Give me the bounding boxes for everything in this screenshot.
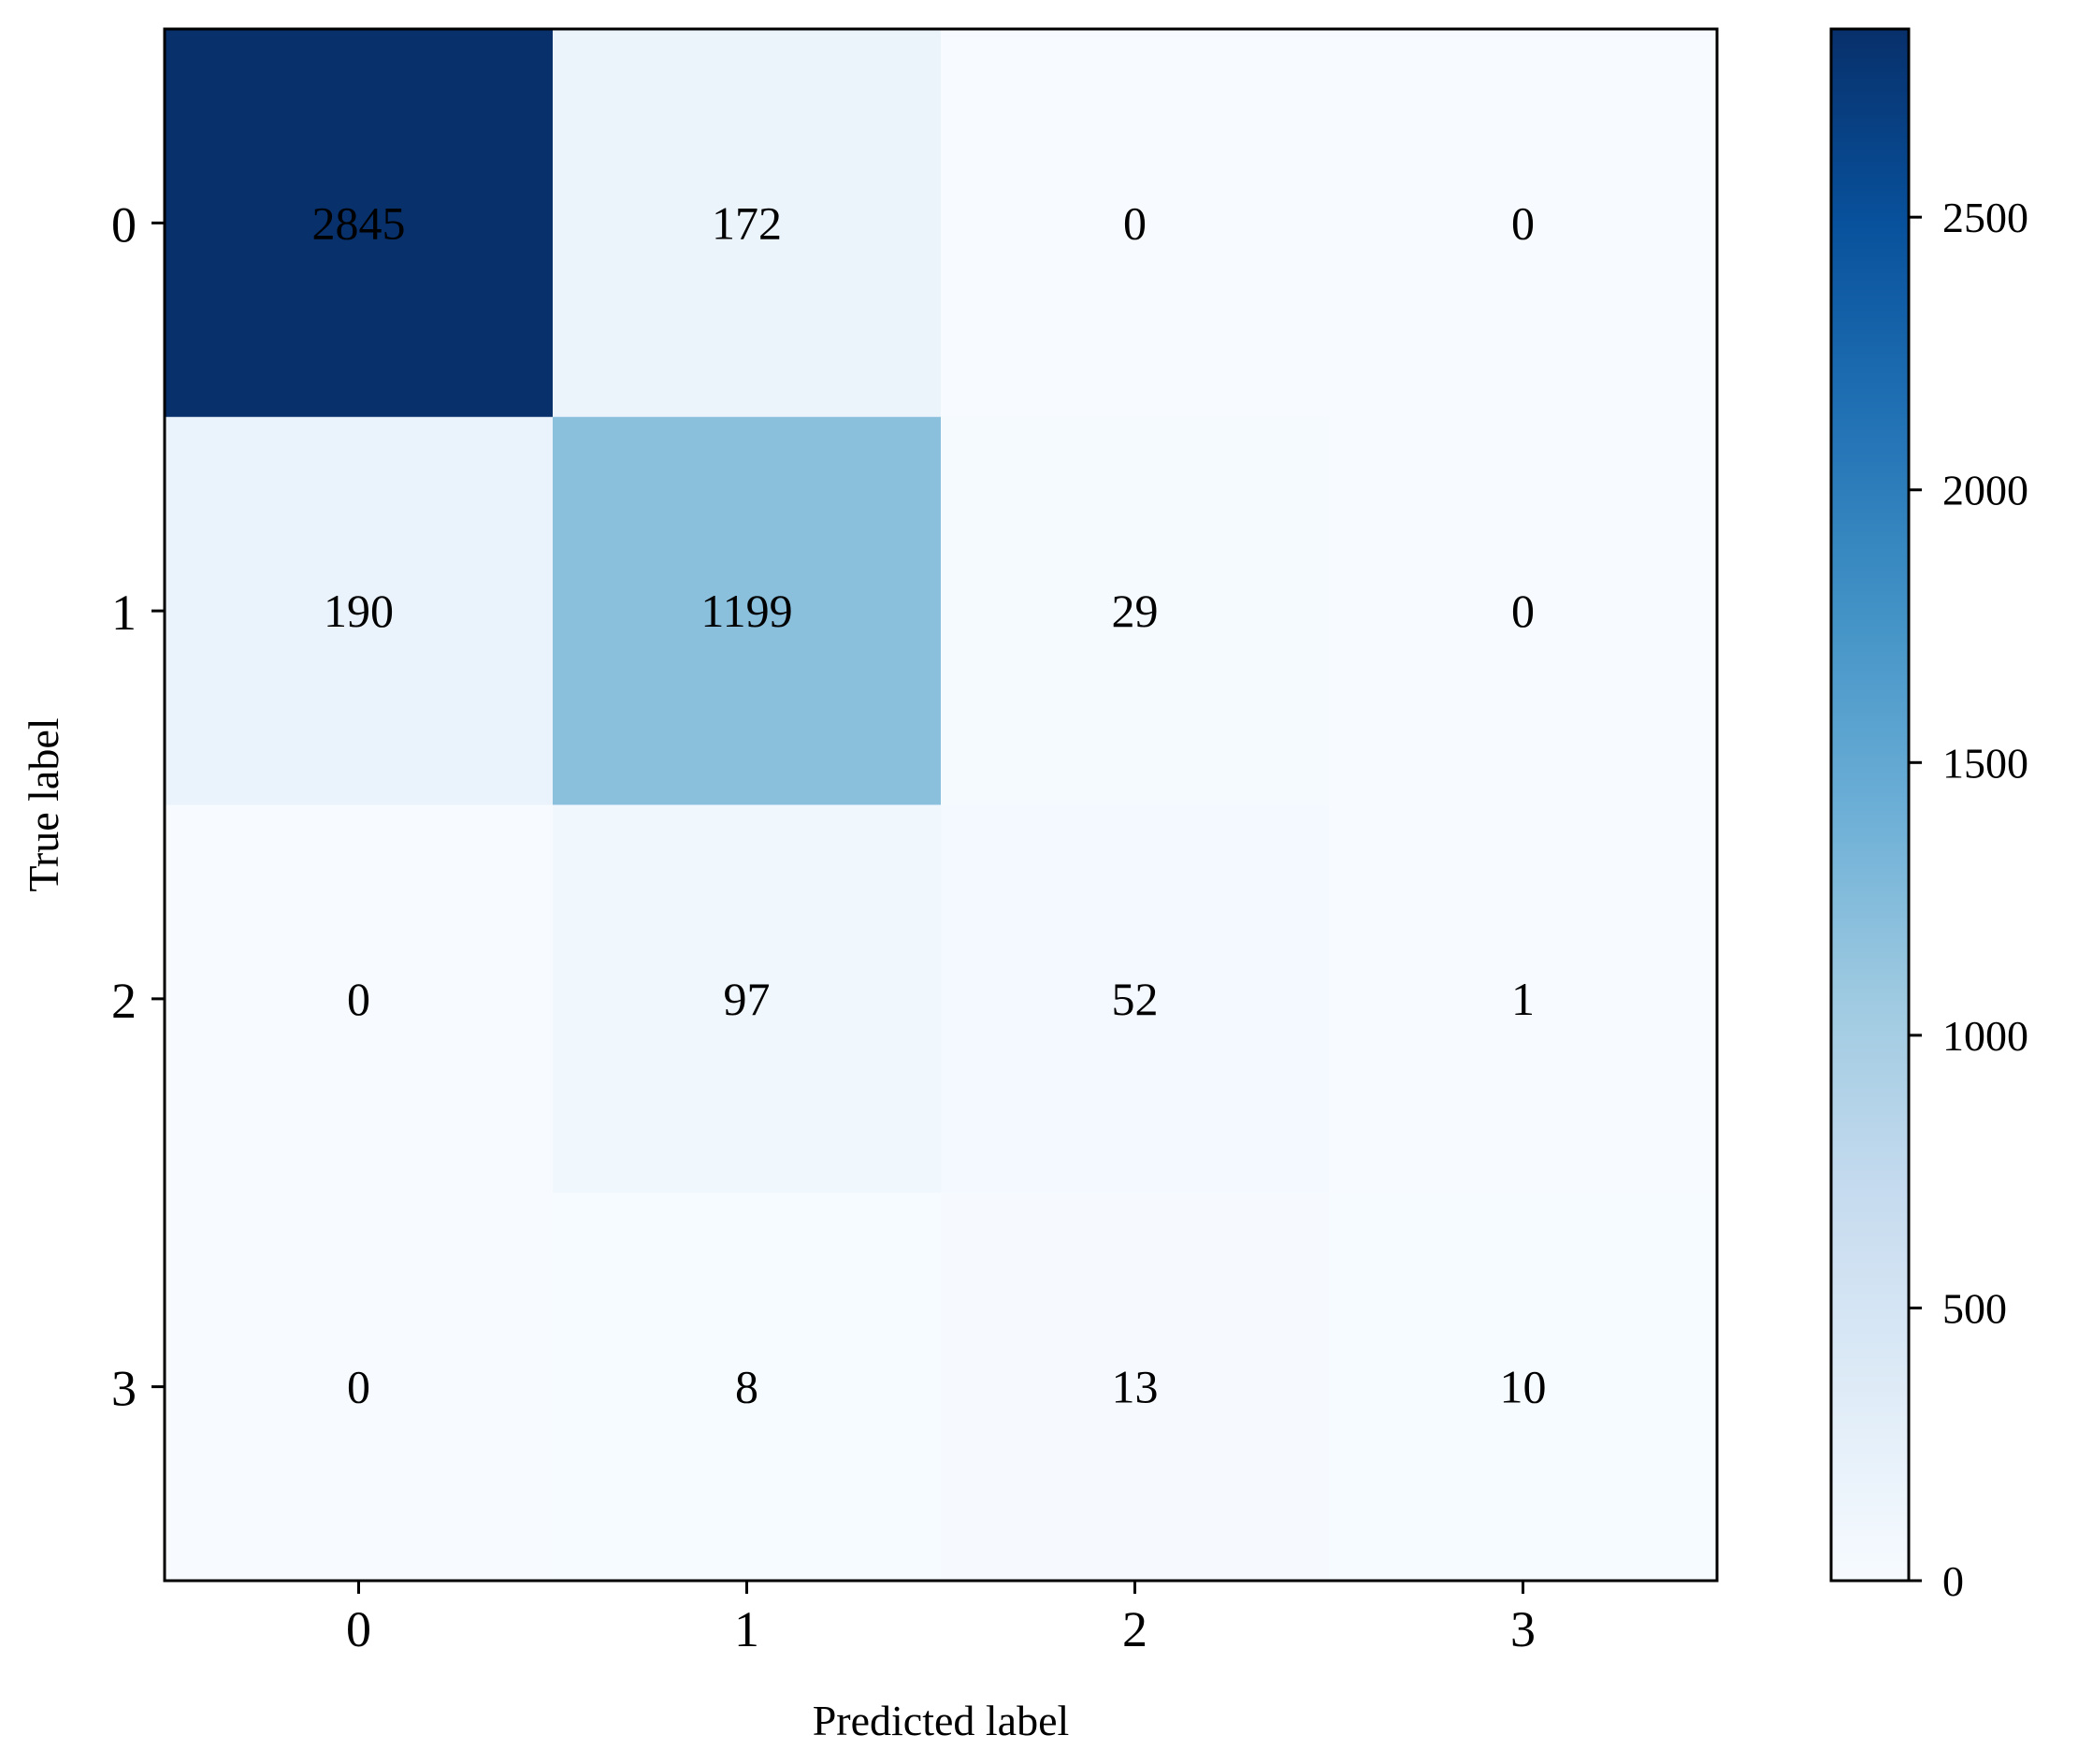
heatmap-cell (941, 804, 1330, 1193)
cell-value-label: 0 (1511, 585, 1535, 637)
cell-value-label: 13 (1112, 1361, 1159, 1413)
heatmap-cell (1329, 416, 1718, 805)
heatmap-cells (165, 29, 1718, 1582)
cell-value-label: 97 (724, 973, 771, 1025)
heatmap-cell (165, 804, 554, 1193)
heatmap-cell (553, 804, 942, 1193)
colorbar-tick-label: 2000 (1942, 467, 2028, 514)
cell-value-label: 29 (1112, 585, 1159, 637)
x-tick-label: 1 (734, 1601, 759, 1657)
heatmap-cell (941, 416, 1330, 805)
heatmap-cell (941, 1193, 1330, 1582)
cell-value-label: 0 (1123, 196, 1147, 249)
heatmap-cell (941, 29, 1330, 418)
y-axis-ticks: 0 1 2 3 (111, 196, 165, 1417)
y-tick-label: 1 (111, 585, 137, 641)
heatmap-cell (165, 29, 554, 418)
cell-value-label: 0 (347, 1361, 370, 1413)
heatmap-cell (1329, 804, 1718, 1193)
cell-value-label: 172 (712, 196, 782, 249)
heatmap-cell (1329, 29, 1718, 418)
plot-frame (163, 27, 1719, 1583)
heatmap-cell (553, 1193, 942, 1582)
y-axis-label: True label (20, 717, 67, 891)
colorbar-tick-label: 0 (1942, 1557, 1964, 1605)
colorbar-tick-label: 500 (1942, 1284, 2007, 1332)
cell-value-label: 8 (735, 1361, 758, 1413)
heatmap-cell (553, 416, 942, 805)
x-tick-label: 3 (1510, 1601, 1536, 1657)
cell-value-label: 10 (1500, 1361, 1547, 1413)
cell-value-label: 0 (347, 973, 370, 1025)
x-tick-label: 0 (346, 1601, 371, 1657)
cell-value-label: 1 (1511, 973, 1535, 1025)
cell-value-label: 2845 (312, 196, 406, 249)
y-tick-label: 0 (111, 196, 137, 253)
colorbar-tick-label: 1000 (1942, 1012, 2028, 1060)
cell-value-label: 190 (324, 585, 394, 637)
heatmap-cell (165, 416, 554, 805)
heatmap-cell (165, 1193, 554, 1582)
x-tick-label: 2 (1122, 1601, 1147, 1657)
cell-value-label: 0 (1511, 196, 1535, 249)
colorbar-tick-label: 1500 (1942, 739, 2028, 787)
colorbar (1829, 27, 1911, 1583)
cell-value-label: 1199 (700, 585, 792, 637)
y-tick-label: 3 (111, 1361, 137, 1417)
cell-value-label: 52 (1112, 973, 1159, 1025)
colorbar-ticks: 0 500 1000 1500 2000 2500 (1909, 194, 2028, 1605)
heatmap-cell (553, 29, 942, 418)
heatmap-cell (1329, 1193, 1718, 1582)
x-axis-label: Predicted label (813, 1697, 1070, 1744)
x-axis-ticks: 0 1 2 3 (346, 1581, 1536, 1657)
colorbar-tick-label: 2500 (1942, 194, 2028, 241)
y-tick-label: 2 (111, 973, 137, 1029)
